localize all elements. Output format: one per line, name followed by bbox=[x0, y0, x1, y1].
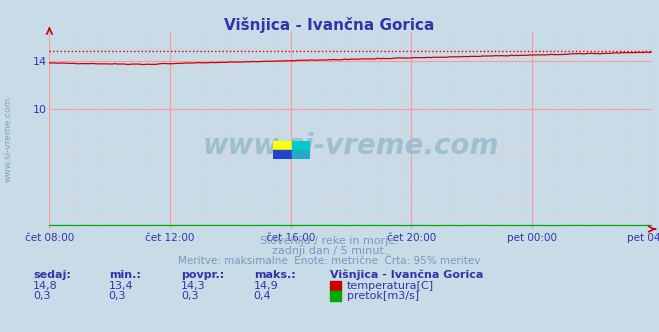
Text: zadnji dan / 5 minut.: zadnji dan / 5 minut. bbox=[272, 246, 387, 256]
Text: 13,4: 13,4 bbox=[109, 281, 133, 291]
Text: www.si-vreme.com: www.si-vreme.com bbox=[203, 132, 499, 160]
Text: 14,8: 14,8 bbox=[33, 281, 58, 291]
Text: Višnjica - Ivančna Gorica: Višnjica - Ivančna Gorica bbox=[224, 17, 435, 33]
Text: Meritve: maksimalne  Enote: metrične  Črta: 95% meritev: Meritve: maksimalne Enote: metrične Črta… bbox=[179, 256, 480, 266]
Bar bbox=[273, 141, 292, 150]
Text: 0,4: 0,4 bbox=[254, 291, 272, 301]
Text: 0,3: 0,3 bbox=[33, 291, 51, 301]
Text: 0,3: 0,3 bbox=[109, 291, 127, 301]
Text: sedaj:: sedaj: bbox=[33, 270, 71, 280]
Text: 14,3: 14,3 bbox=[181, 281, 206, 291]
Bar bbox=[292, 141, 310, 150]
Text: www.si-vreme.com: www.si-vreme.com bbox=[4, 97, 13, 182]
Text: temperatura[C]: temperatura[C] bbox=[347, 281, 434, 291]
Text: 14,9: 14,9 bbox=[254, 281, 279, 291]
Text: Višnjica - Ivančna Gorica: Višnjica - Ivančna Gorica bbox=[330, 270, 483, 280]
Text: pretok[m3/s]: pretok[m3/s] bbox=[347, 291, 418, 301]
Text: povpr.:: povpr.: bbox=[181, 270, 225, 280]
Text: 0,3: 0,3 bbox=[181, 291, 199, 301]
Text: Slovenija / reke in morje.: Slovenija / reke in morje. bbox=[260, 236, 399, 246]
Bar bbox=[273, 150, 292, 159]
Text: min.:: min.: bbox=[109, 270, 140, 280]
Bar bbox=[292, 150, 310, 159]
Text: maks.:: maks.: bbox=[254, 270, 295, 280]
